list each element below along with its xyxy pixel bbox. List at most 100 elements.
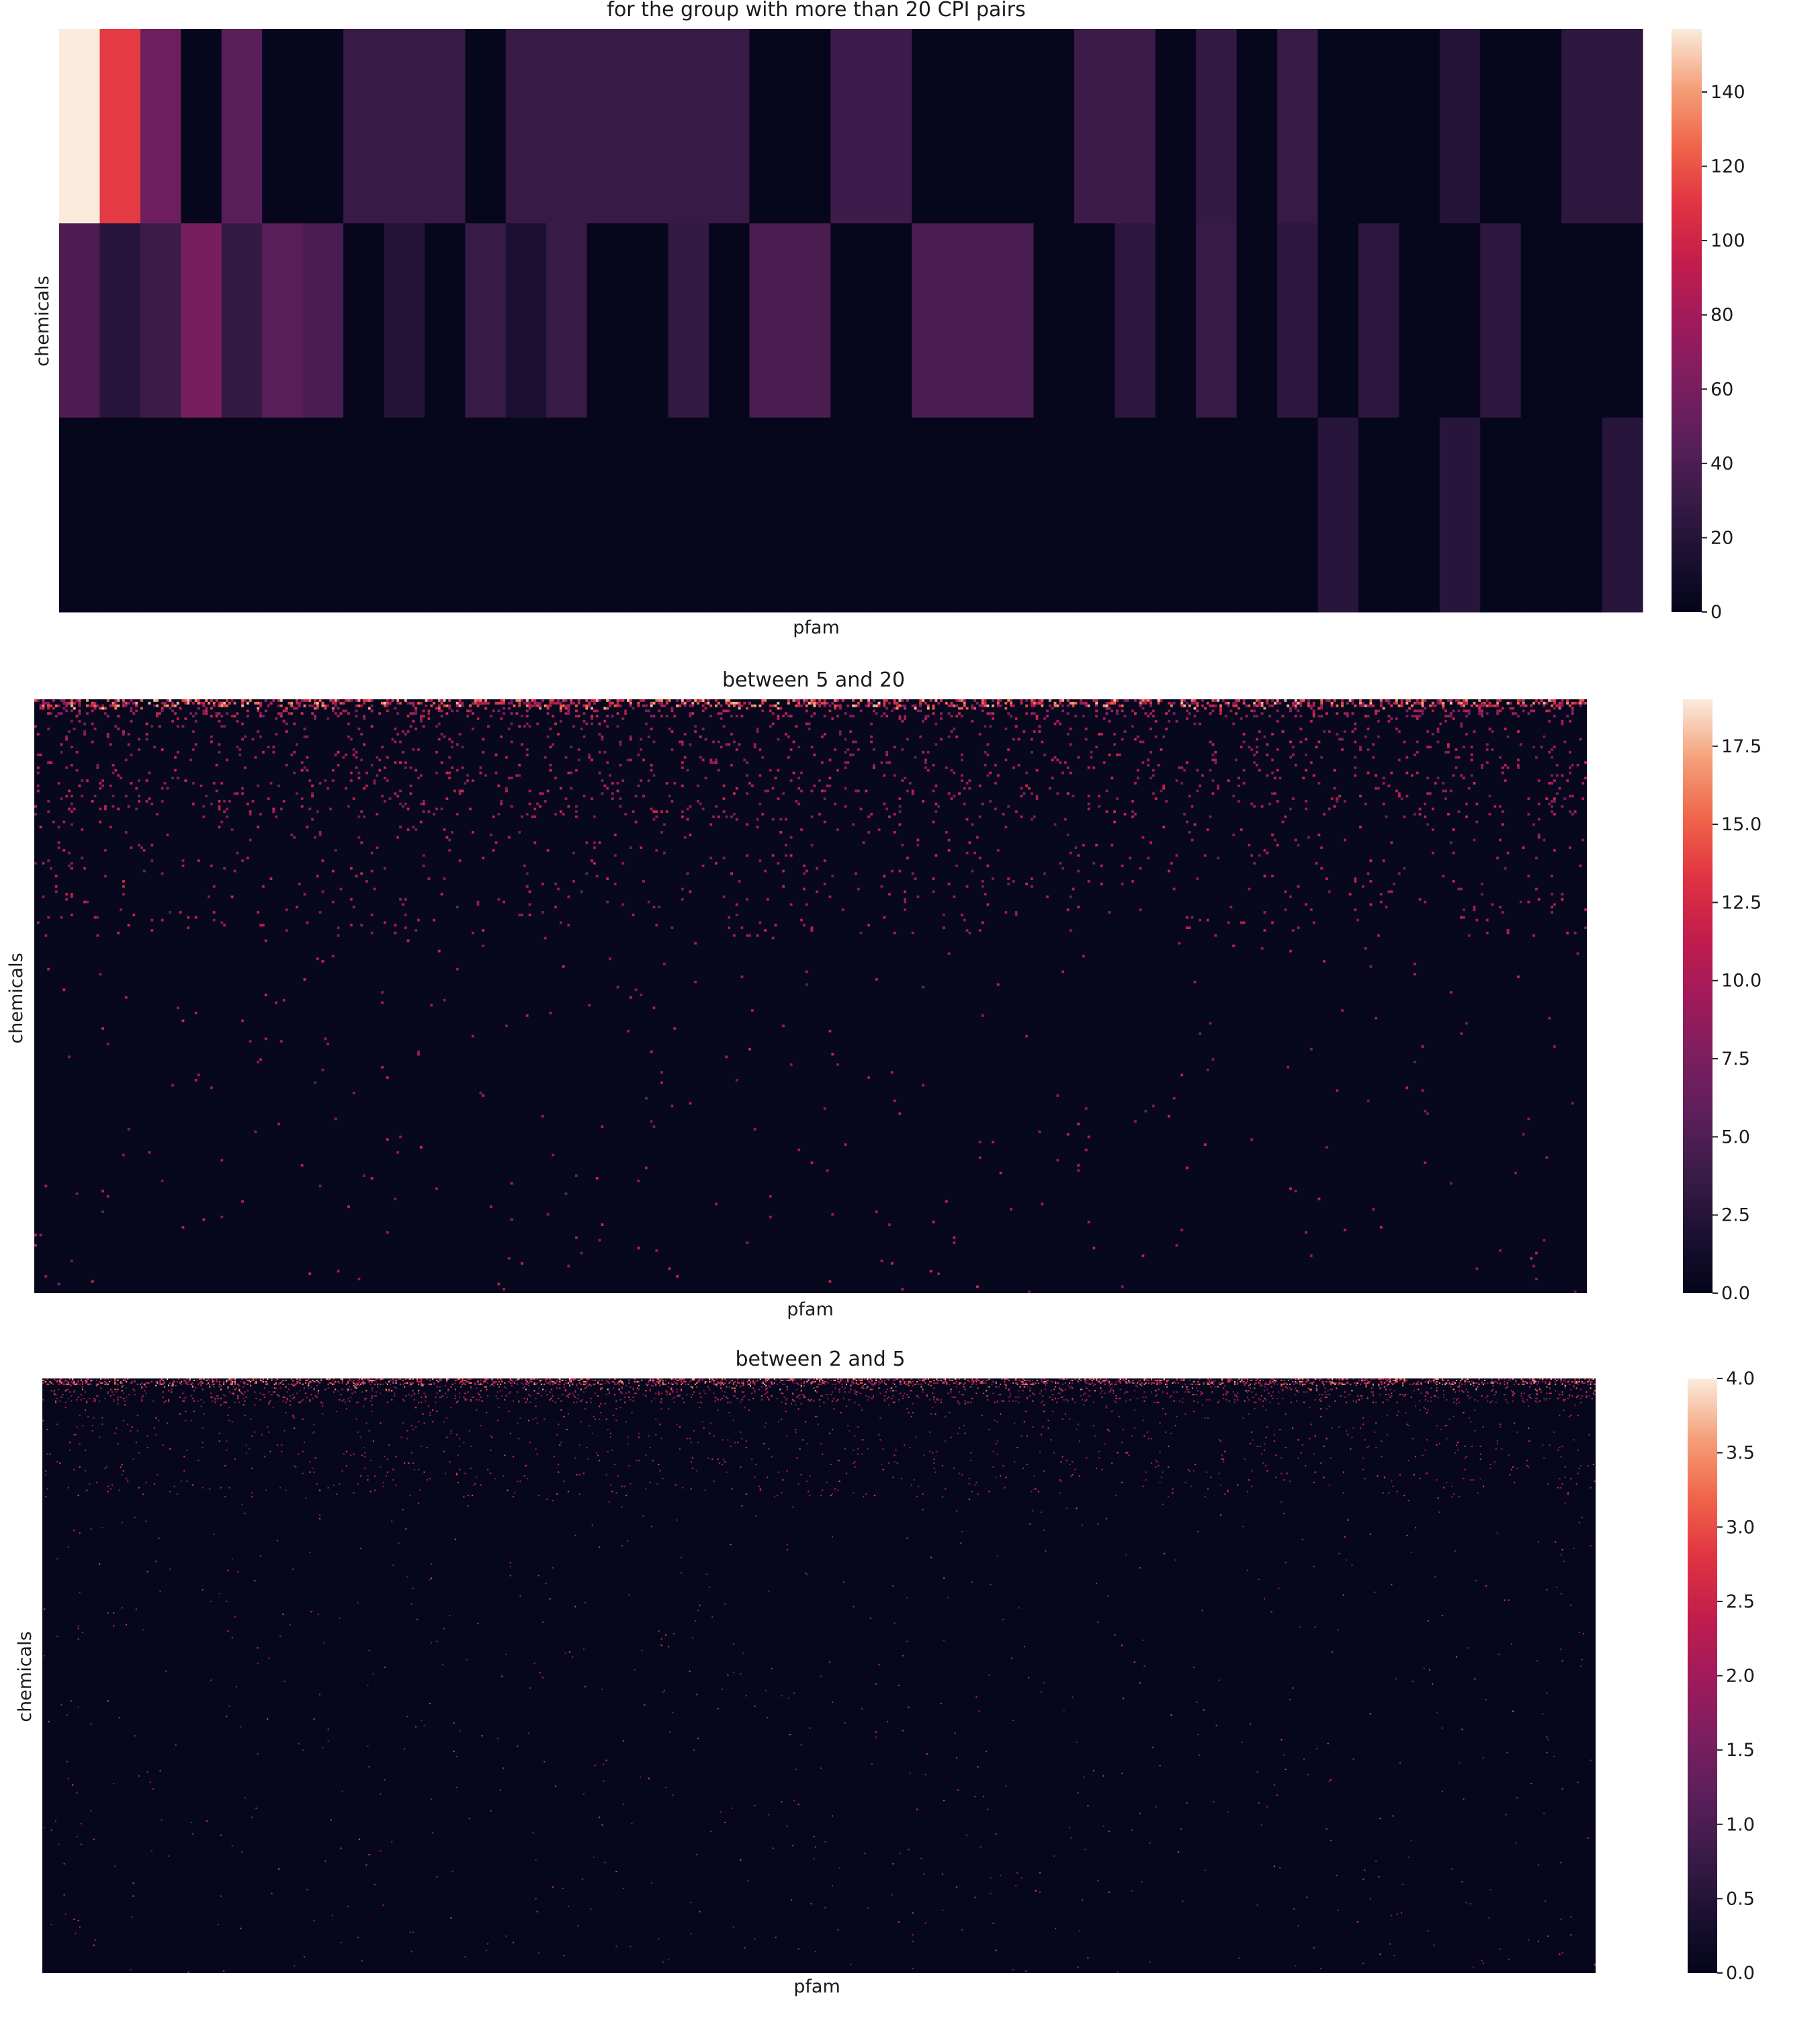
heatmap-cell [290,834,293,836]
heatmap-cell [1204,854,1207,857]
heatmap-cell [272,746,275,748]
heatmap-cell [112,705,115,707]
heatmap-cell [1330,1381,1332,1382]
heatmap-cell [919,1380,920,1381]
heatmap-cell [1196,769,1199,772]
heatmap-cell [508,1257,511,1260]
heatmap-cell [455,1380,456,1381]
heatmap-cell [1191,839,1194,842]
heatmap-cell [699,1381,700,1382]
heatmap-cell [1359,826,1362,828]
heatmap-cell [259,813,262,816]
heatmap-cell [1162,787,1165,790]
heatmap-cell [1361,1380,1362,1381]
heatmap-cell [1525,705,1528,707]
heatmap-cell [314,1381,315,1382]
heatmap-cell [1007,748,1010,751]
heatmap-cell [828,1378,829,1380]
heatmap-cell [34,699,37,702]
heatmap-cell [1475,1382,1477,1384]
heatmap-cell [1096,1378,1097,1380]
heatmap-cell [1230,1380,1231,1381]
heatmap-cell [824,797,826,800]
heatmap-cell [1541,746,1543,748]
heatmap-cell [511,741,513,744]
heatmap-cell [1020,816,1023,818]
heatmap-cell [277,1123,280,1125]
heatmap-cell [908,1381,909,1382]
heatmap-cell [1313,922,1315,924]
heatmap-cell [575,810,578,813]
heatmap-cell [955,865,958,867]
heatmap-cell [966,818,969,821]
heatmap-cell [699,803,702,805]
heatmap-cell [787,1380,788,1381]
heatmap-cell [500,1378,501,1380]
heatmap-cell [1401,797,1403,800]
heatmap-cell [296,1381,298,1382]
heatmap-cell [1088,1221,1090,1223]
heatmap-cell [518,705,521,707]
heatmap-cell [56,1381,58,1382]
heatmap-cell [831,875,834,877]
heatmap-cell [645,1167,648,1170]
heatmap-cell [545,1380,546,1381]
heatmap-cell [480,1382,482,1384]
heatmap-cell [1556,792,1559,795]
heatmap-cell [482,856,484,859]
heatmap-cell [112,795,115,797]
heatmap-cell [1015,1378,1016,1380]
heatmap-cell [140,707,143,710]
heatmap-cell [838,1382,840,1384]
heatmap-cell [544,800,547,803]
heatmap-cell [1100,733,1103,736]
heatmap-cell [1176,1378,1178,1380]
heatmap-cell [709,758,712,761]
heatmap-cell [710,1381,711,1382]
heatmap-cell [210,699,213,702]
heatmap-cell [216,1381,218,1382]
heatmap-cell [363,702,365,705]
heatmap-cell [441,733,443,736]
heatmap-cell [1499,906,1502,908]
heatmap-cell [470,1378,472,1380]
heatmap-cell [736,715,738,717]
heatmap-cell [71,795,73,797]
heatmap-cell [1369,859,1372,862]
heatmap-cell [505,1024,508,1027]
heatmap-cell [342,1378,343,1380]
heatmap-cell [1217,856,1219,859]
heatmap-cell [821,736,824,738]
heatmap-cell [572,702,575,705]
heatmap-cell [1113,733,1116,736]
heatmap-cell [1447,746,1450,748]
heatmap-cell [1377,934,1380,937]
heatmap-cell [435,751,438,754]
heatmap-cell [971,707,973,710]
heatmap-cell [374,779,376,782]
heatmap-cell [384,705,386,707]
heatmap-cell [1264,849,1266,852]
heatmap-cell [1434,1378,1436,1380]
heatmap-cell [249,1381,250,1382]
heatmap-cell [863,841,865,844]
heatmap-cell [684,836,687,839]
heatmap-cell [943,1378,945,1380]
heatmap-cell [1323,813,1326,816]
heatmap-cell [58,826,60,828]
heatmap-cell [1095,705,1098,707]
heatmap-cell [587,418,628,613]
heatmap-cell [482,751,484,754]
heatmap-cell [409,702,412,705]
heatmap-cell [706,1381,707,1382]
heatmap-cell [1453,852,1455,854]
heatmap-cell [973,699,976,702]
heatmap-cell [1522,1380,1524,1381]
heatmap-cell [1004,1381,1005,1382]
heatmap-cell [746,823,748,826]
heatmap-cell [539,707,541,710]
heatmap-cell [803,924,806,926]
heatmap-cell [270,782,273,785]
heatmap-cell [213,782,216,785]
heatmap-cell [627,699,630,702]
